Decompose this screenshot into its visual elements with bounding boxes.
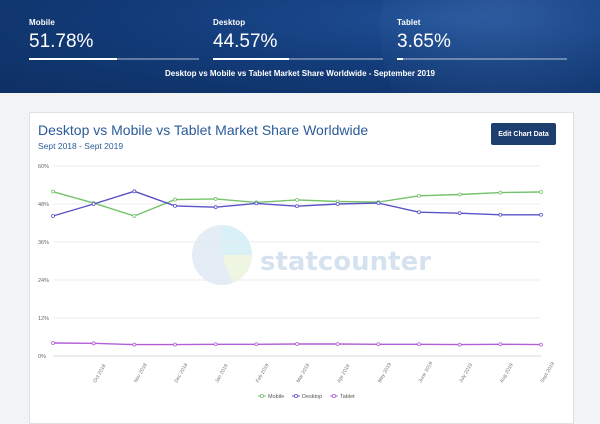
data-point-desktop bbox=[51, 214, 55, 218]
x-tick-label: Aug 2019 bbox=[499, 362, 515, 384]
chart-card bbox=[29, 112, 574, 424]
data-point-mobile bbox=[498, 190, 503, 195]
data-point-tablet bbox=[51, 341, 55, 345]
data-point-desktop bbox=[498, 212, 503, 217]
statcounter-watermark: statcounter bbox=[192, 225, 431, 285]
stat-mobile-bar bbox=[29, 58, 199, 60]
line-chart: statcounter 0% 12% 24% 36% 48% 60% Oct 2018 No… bbox=[38, 164, 556, 400]
legend-marker-tablet bbox=[331, 393, 336, 398]
data-point-desktop bbox=[91, 202, 96, 206]
chart-grid bbox=[53, 165, 541, 357]
x-tick-label: Feb 2019 bbox=[255, 363, 271, 384]
data-point-mobile bbox=[51, 189, 55, 194]
data-point-desktop bbox=[213, 205, 218, 210]
data-point-mobile bbox=[295, 197, 299, 202]
data-point-mobile bbox=[132, 214, 137, 218]
stat-desktop: Desktop 44.57% bbox=[213, 18, 383, 60]
watermark-logo-segment-icon bbox=[222, 225, 252, 255]
stat-mobile: Mobile 51.78% bbox=[29, 18, 199, 60]
watermark-text: statcounter bbox=[260, 247, 431, 277]
stat-tablet-label: Tablet bbox=[397, 18, 421, 27]
data-point-tablet bbox=[91, 341, 96, 346]
data-point-tablet bbox=[335, 342, 340, 346]
y-tick-label: 48% bbox=[38, 202, 49, 208]
data-point-tablet bbox=[254, 342, 259, 347]
x-tick-label: Mar 2019 bbox=[296, 363, 312, 384]
legend-label-tablet: Tablet bbox=[340, 394, 355, 400]
data-point-tablet bbox=[417, 342, 421, 347]
y-axis-ticks: 0% 12% 24% 36% 48% 60% bbox=[38, 164, 49, 360]
data-point-desktop bbox=[132, 189, 137, 194]
chart-legend: Mobile Desktop Tablet bbox=[258, 393, 355, 400]
data-point-tablet bbox=[539, 342, 543, 347]
data-point-tablet bbox=[376, 342, 381, 347]
chart-series bbox=[51, 189, 543, 347]
data-point-mobile bbox=[417, 193, 421, 198]
stat-desktop-value: 44.57% bbox=[213, 31, 278, 52]
edit-chart-data-button[interactable]: Edit Chart Data bbox=[491, 123, 556, 145]
y-tick-label: 24% bbox=[38, 278, 49, 284]
data-point-tablet bbox=[213, 342, 218, 347]
y-tick-label: 12% bbox=[38, 316, 49, 322]
data-point-desktop bbox=[417, 210, 421, 215]
watermark-logo-segment2-icon bbox=[222, 255, 252, 283]
x-tick-label: Jan 2019 bbox=[214, 363, 230, 384]
x-axis-ticks: Oct 2018 Nov 2018 Dec 2018 Jan 2019 Feb 2019… bbox=[92, 361, 556, 384]
legend-marker-desktop bbox=[293, 393, 298, 398]
y-tick-label: 36% bbox=[38, 240, 49, 246]
x-tick-label: June 2019 bbox=[418, 361, 435, 384]
data-point-tablet bbox=[173, 342, 177, 347]
x-tick-label: Oct 2018 bbox=[92, 363, 107, 384]
data-point-desktop bbox=[173, 203, 177, 208]
data-point-mobile bbox=[457, 192, 462, 197]
x-tick-label: Nov 2018 bbox=[133, 362, 149, 384]
stat-desktop-bar-fill bbox=[213, 58, 289, 60]
data-point-mobile bbox=[173, 197, 177, 202]
data-point-desktop bbox=[335, 202, 340, 206]
stat-mobile-label: Mobile bbox=[29, 18, 55, 27]
data-point-tablet bbox=[295, 342, 299, 346]
y-tick-label: 0% bbox=[38, 354, 46, 360]
y-tick-label: 60% bbox=[38, 164, 49, 170]
data-point-tablet bbox=[498, 342, 503, 347]
x-tick-label: Dec 2018 bbox=[174, 362, 190, 384]
data-point-tablet bbox=[132, 342, 137, 347]
legend-marker-mobile bbox=[259, 393, 264, 398]
data-point-mobile bbox=[213, 197, 218, 201]
x-tick-label: Sept 2019 bbox=[540, 361, 557, 384]
stat-tablet: Tablet 3.65% bbox=[397, 18, 567, 60]
data-point-tablet bbox=[457, 342, 462, 347]
x-tick-label: July 2019 bbox=[458, 362, 474, 384]
stat-desktop-label: Desktop bbox=[213, 18, 246, 27]
data-point-desktop bbox=[295, 204, 299, 209]
stat-mobile-value: 51.78% bbox=[29, 31, 94, 52]
stat-tablet-bar-fill bbox=[397, 58, 404, 60]
hero-banner: Mobile 51.78% Desktop 44.57% Tablet 3.65… bbox=[0, 0, 600, 93]
globe-background bbox=[380, 0, 600, 93]
legend-label-desktop: Desktop bbox=[302, 394, 322, 400]
stat-tablet-bar bbox=[397, 58, 567, 60]
hero-subtitle: Desktop vs Mobile vs Tablet Market Share… bbox=[164, 69, 435, 78]
x-tick-label: May 2019 bbox=[377, 362, 393, 384]
stat-mobile-bar-fill bbox=[29, 58, 118, 60]
legend-label-mobile: Mobile bbox=[268, 394, 284, 400]
x-tick-label: Apr 2019 bbox=[336, 363, 351, 384]
stat-tablet-value: 3.65% bbox=[397, 31, 451, 52]
data-point-desktop bbox=[457, 211, 462, 216]
data-point-desktop bbox=[539, 212, 543, 217]
data-point-desktop bbox=[376, 201, 381, 205]
data-point-mobile bbox=[539, 190, 543, 194]
chart-title: Desktop vs Mobile vs Tablet Market Share… bbox=[38, 122, 369, 138]
stat-desktop-bar bbox=[213, 58, 383, 60]
chart-date-range: Sept 2018 - Sept 2019 bbox=[38, 141, 124, 151]
data-point-desktop bbox=[254, 201, 259, 206]
